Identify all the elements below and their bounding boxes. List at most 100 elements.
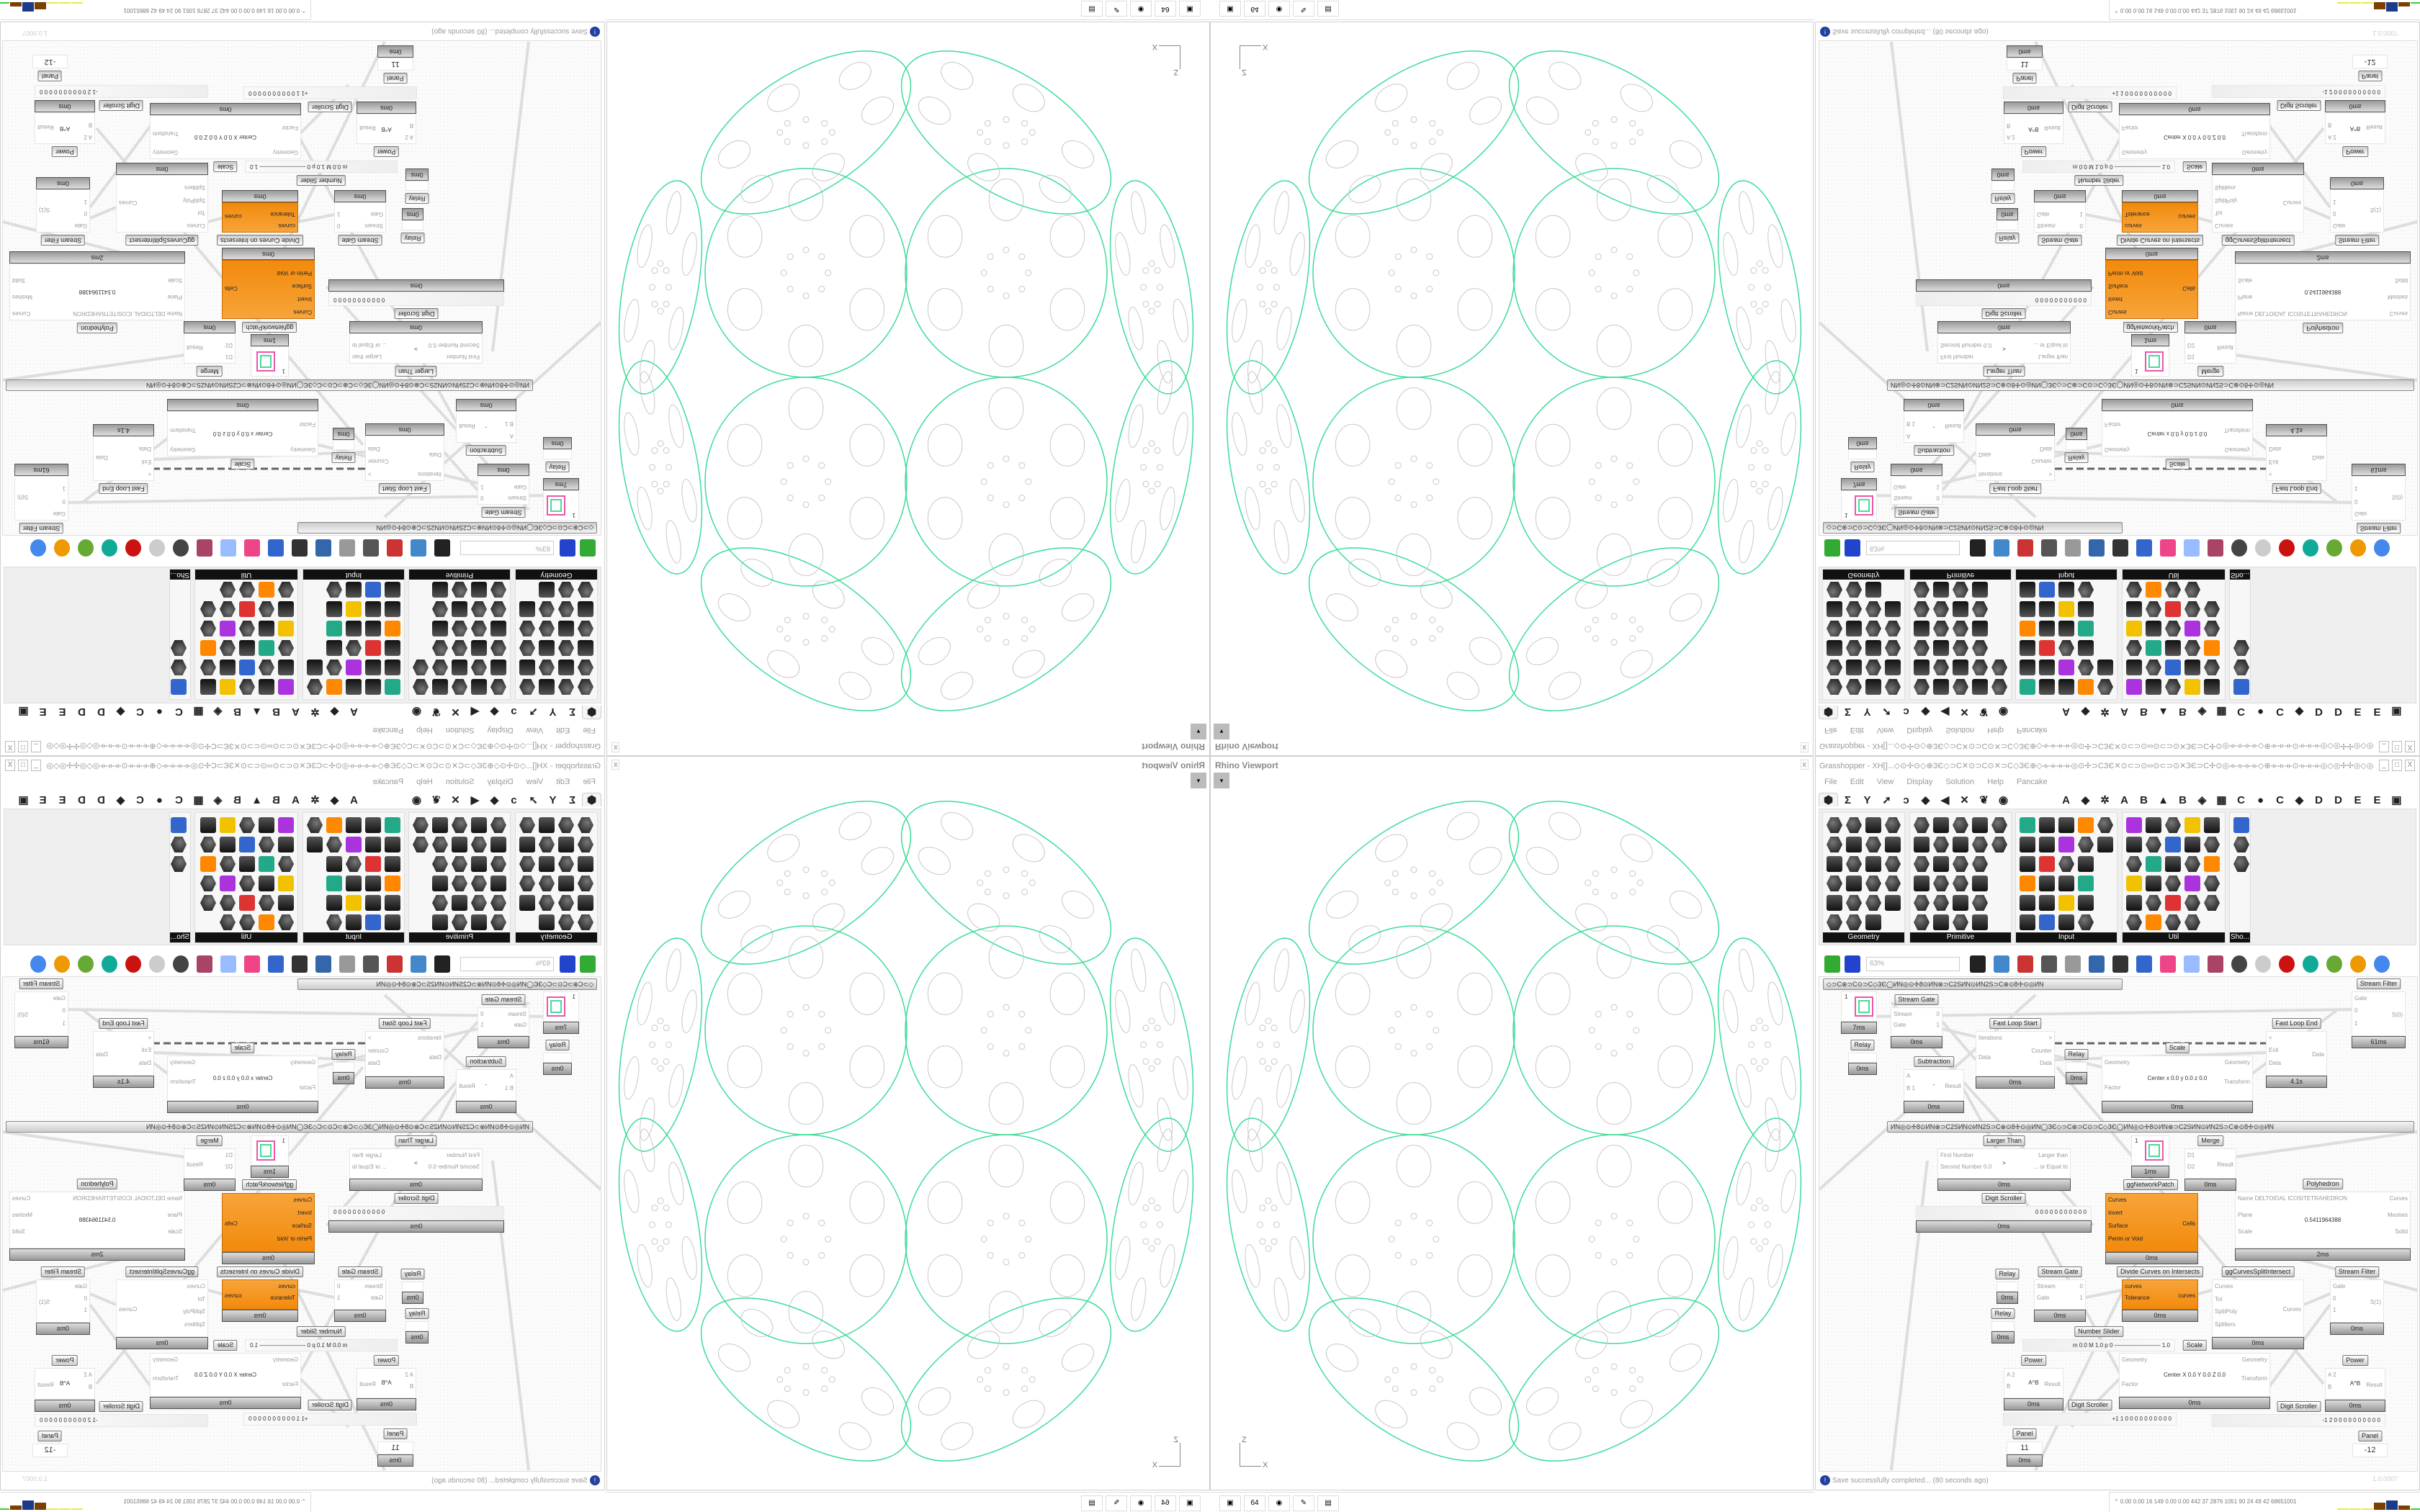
- node-title[interactable]: Stream Gate: [2038, 1266, 2082, 1277]
- node-value[interactable]: 11: [2020, 1444, 2029, 1452]
- component-icon[interactable]: [2165, 679, 2181, 695]
- rhino-viewport[interactable]: Rhino Viewport x ▾ Z X: [606, 22, 1210, 756]
- rhino-viewport[interactable]: Rhino Viewport x ▾ Z X: [1210, 22, 1814, 756]
- output-port[interactable]: Result: [359, 125, 376, 131]
- output-port[interactable]: Result: [2044, 1381, 2061, 1387]
- bake-icon[interactable]: [2041, 955, 2057, 973]
- grasshopper-canvas[interactable]: ◇⊃C⊗⊃C⊙⊃C◇ЗЄ◯ИN◎⊙✢8⊙ИN⊗⊃C2SИN⊙ИN2S⊃C⊗⊙8✢…: [1819, 40, 2418, 536]
- node-title[interactable]: Stream Gate: [2038, 235, 2082, 246]
- output-port[interactable]: ... or Equal to: [352, 342, 387, 348]
- red-box-icon[interactable]: [125, 955, 141, 973]
- component-icon[interactable]: [1914, 895, 1930, 911]
- component-icon[interactable]: [519, 640, 535, 656]
- input-port[interactable]: Second Number 0.0: [1940, 342, 1992, 348]
- component-icon[interactable]: [278, 817, 294, 833]
- package-icon[interactable]: [2160, 955, 2176, 973]
- blue-sphere-icon[interactable]: [2374, 539, 2390, 557]
- node-value[interactable]: m 0.0 M 1.0 p 0 ———————— 1.0: [250, 163, 348, 170]
- component-icon[interactable]: [578, 895, 593, 911]
- node-ggnetworkpatch[interactable]: 1: [251, 1135, 289, 1166]
- component-icon[interactable]: [2184, 582, 2200, 598]
- grasshopper-canvas[interactable]: ◇⊃C⊗⊃C⊙⊃C◇ЗЄ◯ИN◎⊙✢8⊙ИN⊗⊃C2SИN⊙ИN2S⊃C⊗⊙8✢…: [2, 40, 601, 536]
- component-icon[interactable]: [1885, 837, 1901, 852]
- node-stream-gate[interactable]: Stream Gate 0 1: [2034, 202, 2086, 233]
- component-icon[interactable]: [326, 660, 342, 675]
- component-icon[interactable]: [278, 582, 294, 598]
- component-icon[interactable]: [2165, 817, 2181, 833]
- component-icon[interactable]: [365, 582, 381, 598]
- node-title[interactable]: Polyhedron: [77, 323, 117, 333]
- output-port[interactable]: 1: [1936, 484, 1940, 490]
- component-icon[interactable]: [307, 679, 323, 695]
- component-icon[interactable]: [471, 914, 487, 930]
- tab-icon[interactable]: ▦: [2216, 794, 2227, 806]
- cylinder-icon[interactable]: [149, 955, 165, 973]
- component-icon[interactable]: [1885, 679, 1901, 695]
- component-icon[interactable]: [1865, 895, 1881, 911]
- node-value[interactable]: +1 1 0 0 0 0 0 0 0 0 0 0: [248, 90, 308, 96]
- tab-icon[interactable]: Y: [1863, 794, 1871, 806]
- output-port[interactable]: Data: [2312, 1051, 2324, 1058]
- component-icon[interactable]: [1846, 856, 1862, 872]
- component-icon[interactable]: [490, 914, 506, 930]
- tab-icon[interactable]: E: [2373, 794, 2381, 806]
- bake-icon[interactable]: [363, 955, 379, 973]
- panel-label[interactable]: Util: [195, 570, 297, 580]
- menu-edit[interactable]: Edit: [1850, 778, 1864, 786]
- node-value[interactable]: 11: [2020, 60, 2029, 68]
- open-file-icon[interactable]: [1824, 955, 1840, 973]
- node-scale[interactable]: Geometry Factor Geometry Transform Center X …: [2119, 1353, 2270, 1397]
- node-scale[interactable]: Geometry Factor Geometry Transform Center x …: [2102, 411, 2253, 456]
- tab-icon[interactable]: A: [2120, 794, 2128, 806]
- input-port[interactable]: Data: [139, 446, 151, 453]
- component-icon[interactable]: [1953, 660, 1968, 675]
- input-port[interactable]: Plane: [2238, 1212, 2253, 1218]
- output-port[interactable]: Larger than: [352, 1152, 382, 1158]
- component-icon[interactable]: [2184, 817, 2200, 833]
- red-box-icon[interactable]: [2279, 955, 2295, 973]
- firefox-icon[interactable]: ◉: [1268, 1, 1290, 17]
- node-scale[interactable]: Geometry Factor Geometry Transform Center x …: [167, 411, 318, 456]
- email-icon[interactable]: [339, 539, 355, 557]
- input-port[interactable]: Iterations: [418, 471, 442, 477]
- tab-icon[interactable]: ◆: [490, 794, 499, 806]
- output-port[interactable]: Counter: [2031, 1047, 2052, 1054]
- component-icon[interactable]: [1865, 876, 1881, 891]
- component-icon[interactable]: [326, 601, 342, 617]
- tab-icon[interactable]: Y: [549, 794, 557, 806]
- node-title[interactable]: Fast Loop Start: [1989, 483, 2041, 494]
- component-icon[interactable]: [2078, 640, 2094, 656]
- node-merge[interactable]: D1 D2 Result: [184, 333, 236, 364]
- input-port[interactable]: Stream: [2037, 1283, 2056, 1290]
- menu-help[interactable]: Help: [416, 726, 433, 734]
- output-port[interactable]: Geometry: [153, 1356, 179, 1363]
- node-relay[interactable]: [1991, 1321, 2015, 1331]
- menu-file[interactable]: File: [583, 778, 596, 786]
- component-icon[interactable]: [490, 621, 506, 636]
- tab-icon[interactable]: ◆: [2081, 794, 2090, 806]
- tab-icon[interactable]: ↄ: [511, 794, 517, 806]
- output-port[interactable]: Solid: [2395, 277, 2408, 284]
- node-digit-scroller[interactable]: +1 1 0 0 0 0 0 0 0 0 0 0: [2003, 1413, 2177, 1426]
- node-relay[interactable]: [2066, 440, 2087, 450]
- component-icon[interactable]: [1991, 837, 2007, 852]
- node-fast-loop-start[interactable]: Iterations Data > Counter Data: [365, 1031, 444, 1076]
- node-digit-scroller[interactable]: +1 1 0 0 0 0 0 0 0 0 0 0: [243, 86, 417, 99]
- component-icon[interactable]: [365, 876, 381, 891]
- tab-icon[interactable]: ◆: [1921, 794, 1930, 806]
- node-title[interactable]: Larger Than: [395, 366, 437, 377]
- component-icon[interactable]: [385, 621, 400, 636]
- red-box-icon[interactable]: [2279, 539, 2295, 557]
- node-value[interactable]: +1 1 0 0 0 0 0 0 0 0 0 0: [248, 1416, 308, 1422]
- component-icon[interactable]: [2078, 817, 2094, 833]
- output-port[interactable]: Curves: [12, 310, 31, 317]
- input-port[interactable]: Gate: [2037, 1295, 2050, 1301]
- output-port[interactable]: Curves: [2282, 199, 2301, 206]
- component-icon[interactable]: [307, 817, 323, 833]
- viewport-menu-dropdown[interactable]: ▾: [1191, 773, 1206, 788]
- input-port[interactable]: Iterations: [1978, 471, 2002, 477]
- component-icon[interactable]: [2184, 640, 2200, 656]
- tab-icon[interactable]: E: [2373, 706, 2381, 718]
- blue-sphere-icon[interactable]: [30, 955, 46, 973]
- node-title[interactable]: ggCurvesSplitIntersect: [2221, 235, 2295, 246]
